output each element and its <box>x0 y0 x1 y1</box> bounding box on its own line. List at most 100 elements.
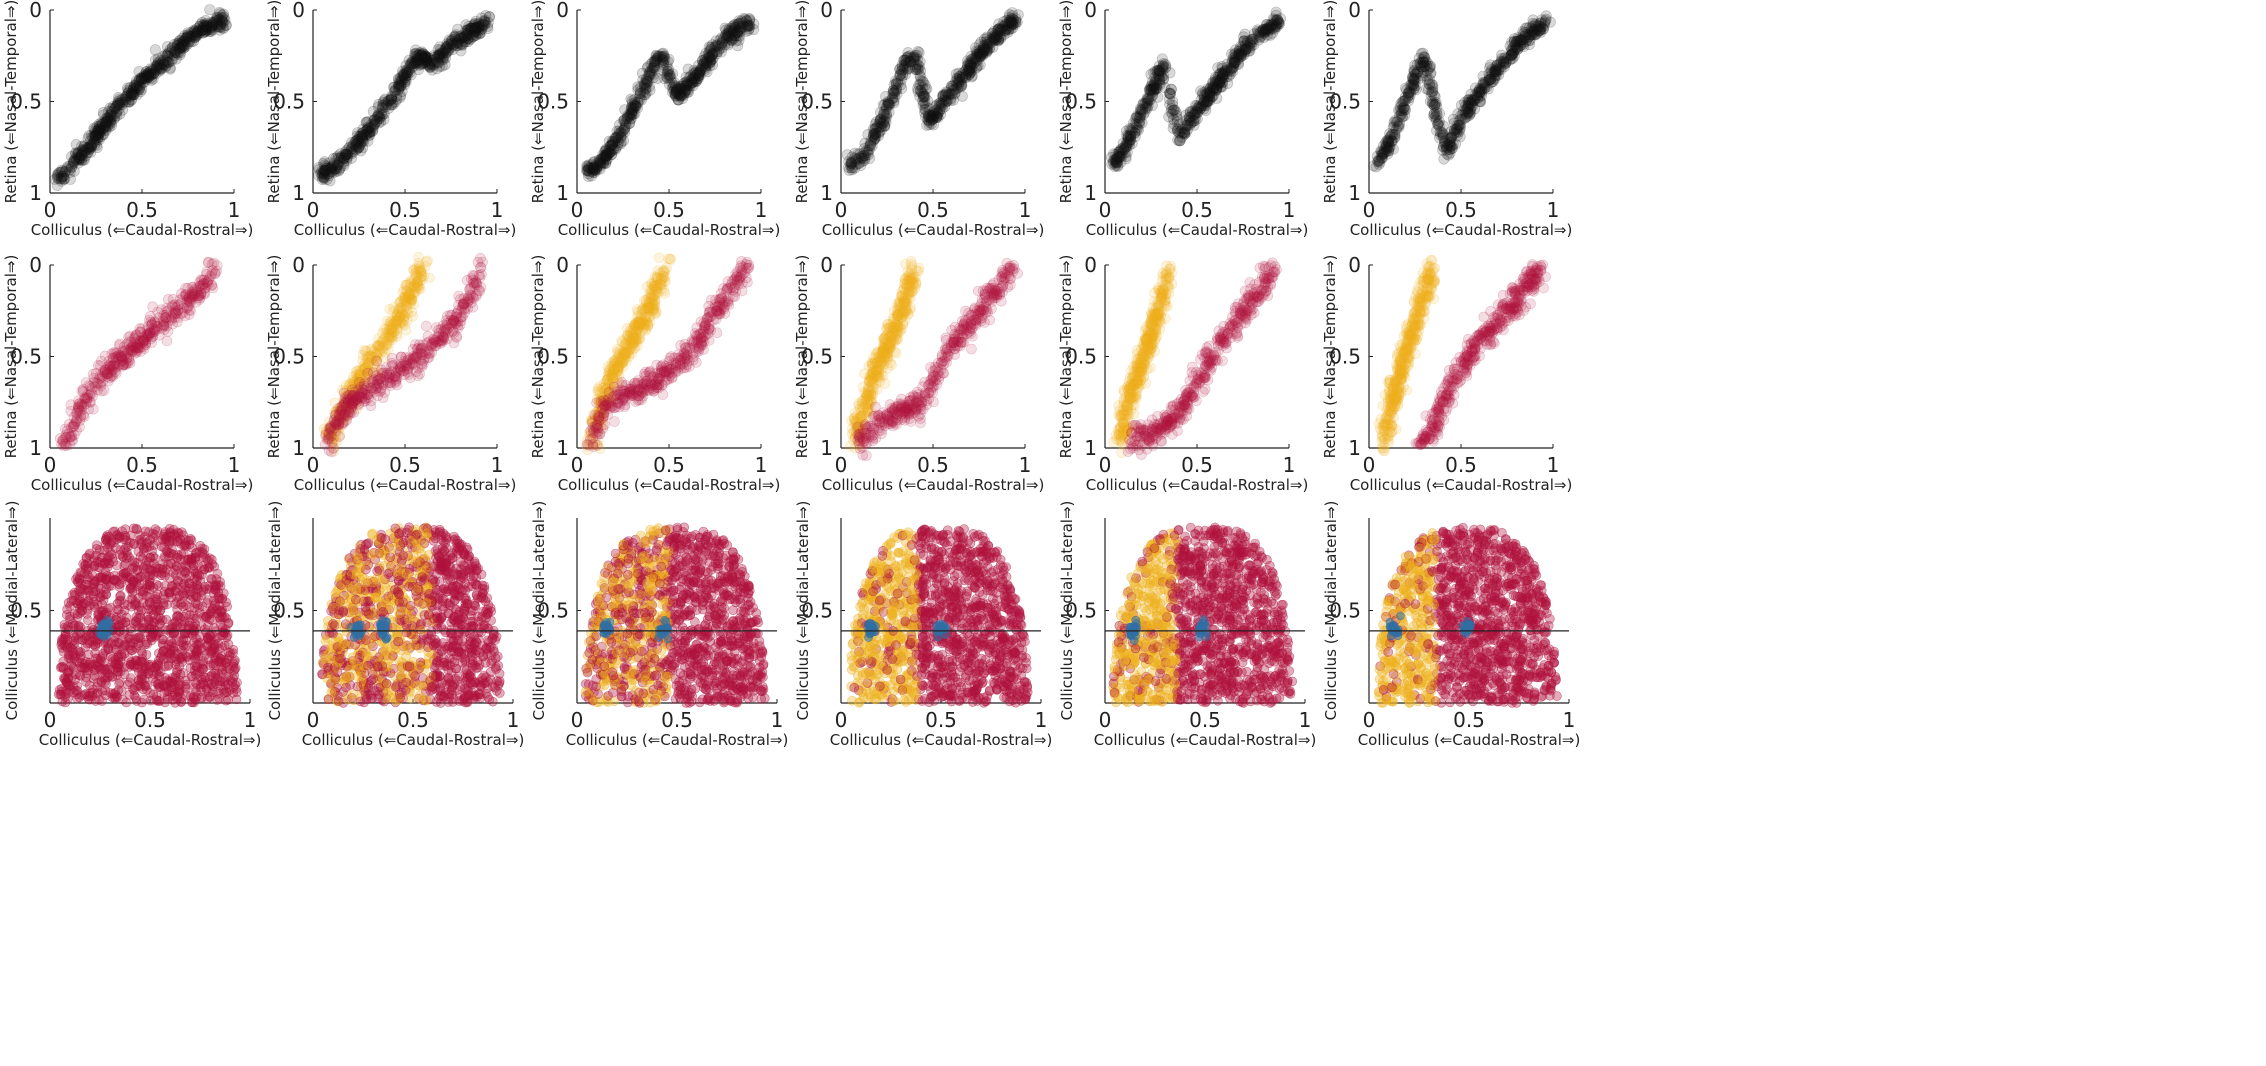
data-point-black <box>82 142 94 154</box>
data-point-black <box>89 138 101 150</box>
data-point-black <box>1399 104 1411 116</box>
data-point-black <box>148 67 160 79</box>
data-point-black <box>979 33 991 45</box>
data-point-crimson <box>81 395 93 407</box>
data-point-black <box>146 69 158 81</box>
data-point-black <box>191 30 203 42</box>
data-point-black <box>644 67 656 79</box>
data-point-black <box>155 55 167 67</box>
data-point-crimson <box>156 322 168 334</box>
y-axis-label: Retina (⇐Nasal-Temporal⇒) <box>529 0 547 203</box>
y-axis-label: Retina (⇐Nasal-Temporal⇒) <box>2 0 20 203</box>
data-point-black <box>128 83 140 95</box>
data-point-gold <box>377 336 388 348</box>
data-point-black <box>213 21 225 33</box>
x-tick-label: 0 <box>44 453 57 477</box>
y-tick-label: 0 <box>820 0 833 22</box>
data-point-black <box>1121 130 1133 142</box>
y-tick-label: 0 <box>556 0 569 22</box>
data-point-black <box>858 143 870 155</box>
data-point-black <box>128 88 140 100</box>
data-point-black <box>708 45 720 57</box>
data-point-crimson <box>147 301 158 313</box>
data-point-black <box>159 61 171 73</box>
data-point-black <box>372 110 384 122</box>
data-point-crimson <box>419 346 431 358</box>
data-point-black <box>73 146 85 158</box>
data-point-gold <box>657 270 669 282</box>
data-point-black <box>85 146 97 158</box>
data-point-black <box>1533 25 1545 37</box>
data-point-black <box>110 107 122 119</box>
x-axis-label: Colliculus (⇐Caudal-Rostral⇒) <box>558 476 781 494</box>
data-point-black <box>1172 134 1184 146</box>
data-point-black <box>109 102 121 114</box>
data-point-black <box>112 98 124 110</box>
data-point-black <box>95 124 107 136</box>
data-point-black <box>1270 15 1282 27</box>
data-point-black <box>1245 36 1257 48</box>
data-point-black <box>62 161 74 173</box>
data-point-black <box>881 101 893 113</box>
data-point-black <box>191 26 203 38</box>
x-axis-label: Colliculus (⇐Caudal-Rostral⇒) <box>294 221 517 239</box>
data-point-black <box>143 71 155 83</box>
data-point-black <box>57 170 69 182</box>
data-point-black <box>191 26 203 38</box>
scatter-points <box>313 10 495 187</box>
data-point-black <box>163 50 175 62</box>
x-tick-label: 0 <box>1363 198 1376 222</box>
data-point-black <box>894 70 906 82</box>
x-tick-label: 0.5 <box>389 198 421 222</box>
data-point-black <box>1170 106 1182 118</box>
data-point-black <box>84 135 96 147</box>
data-point-black <box>194 20 206 32</box>
data-point-black <box>131 89 143 101</box>
data-point-black <box>117 104 129 116</box>
data-point-black <box>174 43 186 55</box>
data-point-black <box>112 92 124 104</box>
data-point-crimson <box>420 320 432 332</box>
data-point-black <box>1211 82 1223 94</box>
data-point-black <box>1452 108 1464 120</box>
data-point-black <box>127 87 139 99</box>
y-tick-label: 1 <box>556 436 569 460</box>
data-point-crimson <box>408 352 420 364</box>
data-point-black <box>171 37 183 49</box>
data-point-gold <box>366 343 377 355</box>
data-point-gold <box>616 335 627 347</box>
data-point-black <box>207 19 219 31</box>
data-point-black <box>318 159 330 171</box>
data-point-black <box>157 51 169 63</box>
data-point-black <box>130 79 142 91</box>
data-point-crimson <box>441 325 452 336</box>
data-point-black <box>84 143 96 155</box>
data-point-black <box>1421 74 1433 86</box>
x-tick-label: 0 <box>307 453 320 477</box>
data-point-black <box>668 77 680 89</box>
data-point-black <box>105 114 117 126</box>
data-point-black <box>1006 7 1018 19</box>
x-tick-label: 1 <box>755 453 768 477</box>
data-point-black <box>106 106 118 118</box>
x-tick-label: 1 <box>228 198 241 222</box>
data-point-black <box>96 123 108 135</box>
x-tick-label: 0.5 <box>1445 198 1477 222</box>
data-point-black <box>210 14 222 26</box>
data-point-black <box>72 149 84 161</box>
data-point-black <box>950 68 962 80</box>
data-point-crimson <box>334 431 345 442</box>
data-point-black <box>152 58 164 70</box>
data-point-black <box>64 173 76 185</box>
data-point-black <box>1118 142 1130 154</box>
data-point-black <box>1253 27 1265 39</box>
data-point-black <box>1156 63 1168 75</box>
x-tick-label: 0.5 <box>653 453 685 477</box>
data-point-black <box>1133 124 1145 136</box>
data-point-gold <box>617 349 629 361</box>
scatter-points <box>318 251 488 458</box>
data-point-crimson <box>371 355 382 367</box>
y-tick-label: 1 <box>29 181 42 205</box>
data-point-crimson <box>76 404 87 416</box>
